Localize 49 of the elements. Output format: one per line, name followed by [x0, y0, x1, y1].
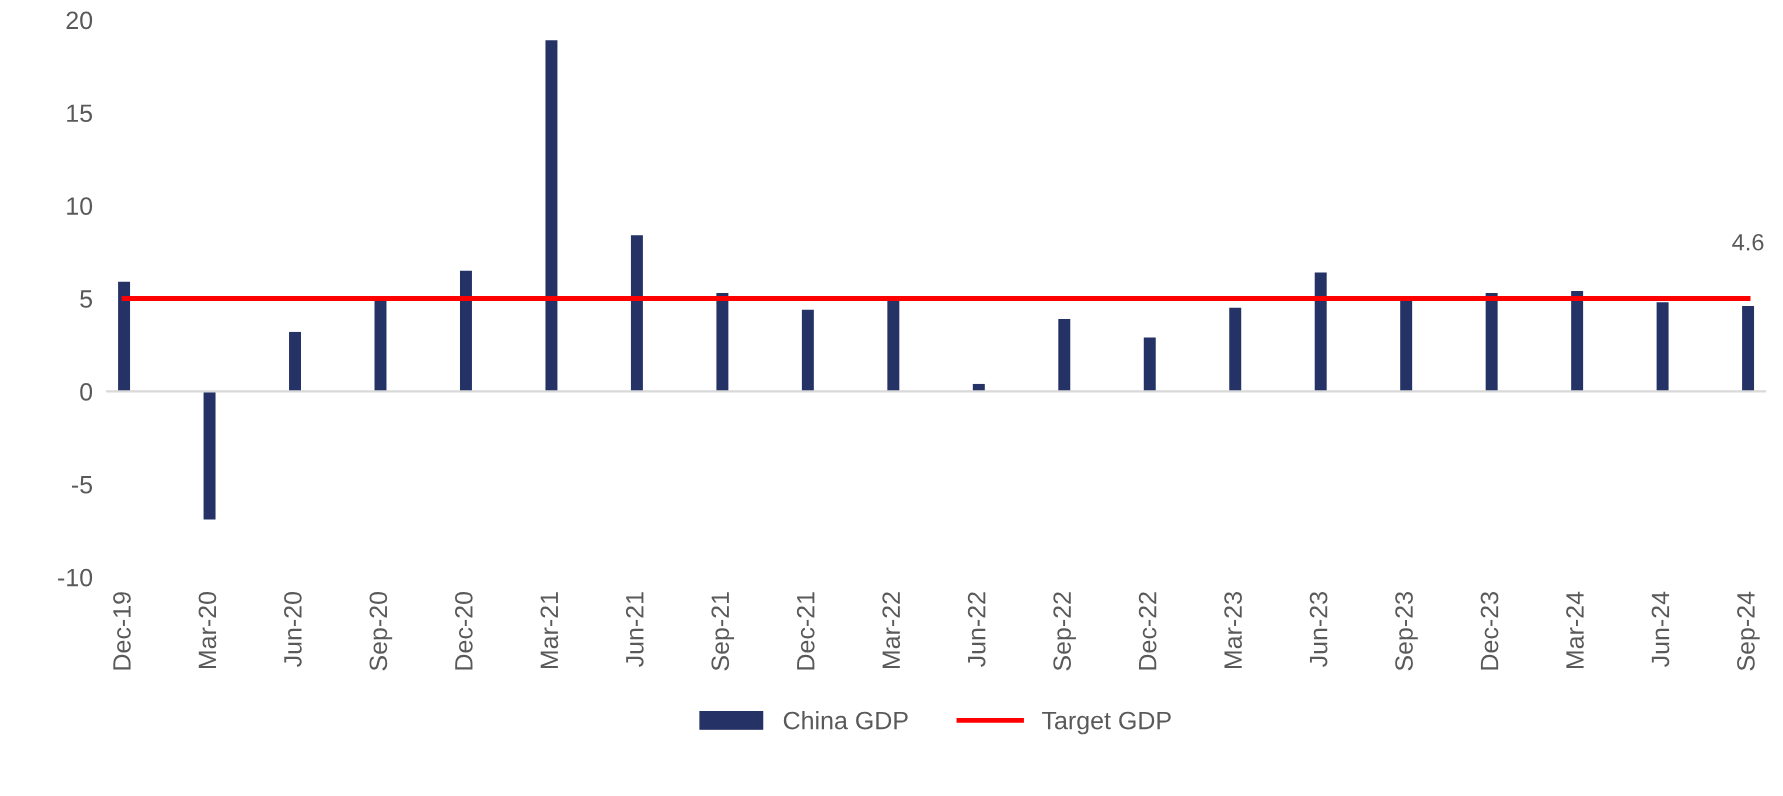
- bar: [1400, 298, 1413, 392]
- y-tick-label: 0: [80, 382, 93, 401]
- annotation: 4.6: [1732, 233, 1764, 251]
- bar: [459, 270, 472, 392]
- x-tick-label: Jun-24: [1651, 591, 1670, 668]
- x-tick-label: Jun-20: [284, 591, 302, 668]
- x-tick-label: Jun-23: [1309, 592, 1328, 668]
- y-tick-label: 10: [67, 197, 93, 215]
- legend-label: China GDP: [783, 711, 908, 730]
- bar: [630, 235, 643, 392]
- bar: [1656, 302, 1669, 392]
- bar: [1314, 272, 1327, 392]
- x-tick-label: Mar-21: [540, 592, 559, 669]
- bar: [1229, 307, 1242, 392]
- legend-label: Target GDP: [1042, 711, 1171, 735]
- bar: [1742, 305, 1755, 392]
- x-tick-label: Mar-22: [882, 592, 901, 669]
- x-tick-label: Sep-20: [369, 591, 393, 671]
- bar: [545, 40, 558, 392]
- bar: [289, 331, 302, 392]
- y-tick-label: -10: [58, 568, 93, 587]
- y-tick-label: 20: [66, 11, 93, 30]
- x-tick-label: Dec-22: [1138, 592, 1157, 670]
- bar: [716, 292, 729, 392]
- bar: [801, 309, 814, 392]
- x-tick-label: Dec-19: [113, 592, 131, 670]
- x-tick-label: Dec-20: [454, 591, 473, 670]
- x-tick-label: Mar-23: [1224, 592, 1242, 669]
- bar: [203, 391, 216, 520]
- bar: [118, 281, 131, 392]
- x-tick-label: Dec-21: [796, 592, 815, 670]
- x-tick-label: Sep-22: [1053, 592, 1076, 671]
- y-tick-label: -5: [71, 476, 93, 494]
- x-tick-label: Sep-21: [711, 592, 735, 671]
- bar: [1571, 291, 1584, 392]
- bar: [887, 300, 900, 392]
- y-tick-label: 5: [80, 290, 93, 308]
- x-tick-label: Jun-21: [625, 592, 644, 668]
- bar: [374, 300, 387, 392]
- x-tick-label: Mar-20: [198, 591, 217, 669]
- x-tick-label: Sep-24: [1737, 591, 1760, 671]
- bar: [1058, 318, 1071, 392]
- bar: [1143, 337, 1156, 392]
- y-tick-label: 15: [67, 104, 93, 123]
- x-tick-label: Dec-23: [1480, 592, 1499, 670]
- x-tick-label: Sep-23: [1395, 592, 1418, 671]
- x-tick-label: Jun-22: [967, 592, 986, 668]
- bar: [1485, 292, 1498, 392]
- x-tick-label: Mar-24: [1566, 591, 1584, 669]
